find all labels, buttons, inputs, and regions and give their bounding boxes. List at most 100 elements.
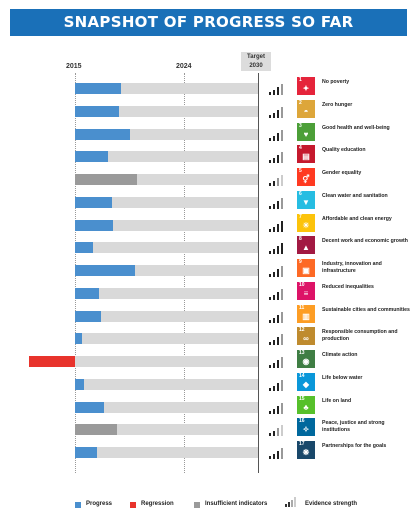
- strength-bar: [277, 109, 279, 118]
- evidence-strength-icon: [269, 332, 289, 346]
- bar-track: [75, 151, 258, 163]
- strength-bar: [277, 178, 279, 186]
- goal-7-label: Affordable and clean energy: [322, 215, 392, 222]
- goal-row: 9 ▣ Industry, innovation and infrastructur…: [0, 259, 415, 282]
- evidence-strength-icon: [269, 287, 289, 300]
- goal-row: 11 ▥ Sustainable cities and communities: [0, 304, 415, 328]
- strength-bar: [281, 243, 283, 255]
- strength-bar: [273, 363, 275, 368]
- strength-bar: [281, 402, 283, 414]
- strength-bar: [277, 269, 279, 277]
- goal-14-bar: [75, 378, 85, 390]
- strength-bar: [277, 451, 279, 459]
- evidence-strength-icon: [269, 264, 289, 277]
- goal-17-bar: [75, 447, 97, 458]
- goal-row: 16 ✧ Peace, justice and strong institution…: [0, 418, 415, 441]
- book-icon: ▤: [302, 152, 310, 162]
- goal-row: 5 ⚥ Gender equality: [0, 168, 415, 191]
- bowl-icon: ◓: [303, 106, 309, 116]
- bar-track: [75, 287, 258, 299]
- goal-number: 1: [299, 77, 302, 83]
- goal-number: 8: [299, 236, 302, 243]
- goal-17-label: Partnerships for the goals: [322, 443, 387, 449]
- evidence-strength-icon: [269, 82, 289, 95]
- strength-bar: [277, 291, 279, 300]
- sdg-goal-12-icon: 12 ∞: [297, 327, 315, 346]
- goal-number: 14: [299, 372, 305, 379]
- water-icon: ▼: [302, 197, 310, 207]
- partnership-icon: ❋: [302, 448, 310, 457]
- strength-bar: [273, 181, 275, 186]
- goal-number: 5: [299, 168, 302, 174]
- strength-bar: [273, 226, 275, 232]
- goal-5-bar: [75, 174, 138, 185]
- goal-4-bar: [75, 151, 108, 163]
- strength-bar: [281, 266, 283, 277]
- infinity-icon: ∞: [303, 334, 309, 344]
- bar-track: [75, 401, 258, 413]
- evidence-strength-icon: [269, 401, 289, 414]
- bar-track: [75, 265, 258, 276]
- strength-bar: [273, 294, 275, 300]
- evidence-strength-icon: [269, 310, 289, 323]
- goal-row: 6 ▼ Clean water and sanitation: [0, 190, 415, 214]
- goal-6-label: Clean water and sanitation: [322, 192, 388, 199]
- goal-10-label: Reduced inequalities: [322, 283, 374, 290]
- sdg-goal-3-icon: 3 ♥: [297, 122, 315, 141]
- dove-icon: ✧: [302, 425, 310, 435]
- sdg-goal-4-icon: 4 ▤: [297, 145, 315, 164]
- goal-3-bar: [75, 128, 130, 140]
- strength-bar: [277, 132, 279, 141]
- strength-bar: [269, 183, 271, 186]
- strength-bar: [281, 152, 283, 164]
- goal-number: 9: [299, 259, 302, 265]
- evidence-strength-icon: [269, 378, 289, 391]
- bar-track: [75, 424, 258, 436]
- goal-8-label: Decent work and economic growth: [322, 238, 408, 245]
- sdg-goal-14-icon: 14 ◆: [297, 372, 315, 391]
- goal-12-bar: [75, 333, 83, 345]
- bar-track: [75, 219, 258, 231]
- strength-bar: [281, 425, 283, 437]
- goal-number: 7: [299, 213, 302, 220]
- strength-bar: [273, 158, 275, 164]
- sdg-goal-15-icon: 15 ♣: [297, 395, 315, 414]
- goal-number: 13: [299, 350, 305, 356]
- bar-track: [75, 333, 258, 345]
- bar-track: [75, 310, 258, 322]
- strength-bar: [281, 288, 283, 300]
- strength-bar: [273, 408, 275, 414]
- goal-13-label: Climate action: [322, 352, 358, 358]
- goal-3-label: Good health and well-being: [322, 124, 390, 131]
- strength-bar: [269, 296, 271, 300]
- strength-bar: [273, 112, 275, 118]
- sdg-goal-5-icon: 5 ⚥: [297, 168, 315, 186]
- strength-bar: [277, 155, 279, 164]
- fish-icon: ◆: [302, 379, 310, 389]
- goal-1-label: No poverty: [322, 79, 350, 85]
- evidence-strength-icon: [269, 423, 289, 437]
- cubes-icon: ▣: [302, 266, 310, 275]
- sdg-goal-10-icon: 10 ≡: [297, 281, 315, 300]
- goal-6-bar: [75, 196, 112, 208]
- legend-regression-swatch: [130, 502, 136, 508]
- strength-bar: [281, 311, 283, 323]
- strength-bar: [269, 251, 271, 255]
- goal-row: 3 ♥ Good health and well-being: [0, 122, 415, 146]
- goal-16-bar: [75, 424, 118, 436]
- goal-number: 4: [299, 145, 302, 152]
- strength-bar: [273, 431, 275, 437]
- legend-evidence-icon: [285, 497, 299, 507]
- legend-insufficient-swatch: [194, 502, 200, 508]
- goal-number: 17: [299, 441, 305, 447]
- strength-bar: [269, 228, 271, 232]
- bar-track: [75, 378, 258, 390]
- goal-row: 17 ❋ Partnerships for the goals: [0, 441, 415, 464]
- strength-bar: [273, 135, 275, 141]
- goal-11-label: Sustainable cities and communities: [322, 306, 410, 313]
- target-year: 2030: [249, 63, 263, 69]
- strength-bar: [281, 334, 283, 346]
- bar-track: [75, 105, 258, 117]
- goal-13-bar: [29, 356, 75, 367]
- evidence-strength-icon: [269, 105, 289, 118]
